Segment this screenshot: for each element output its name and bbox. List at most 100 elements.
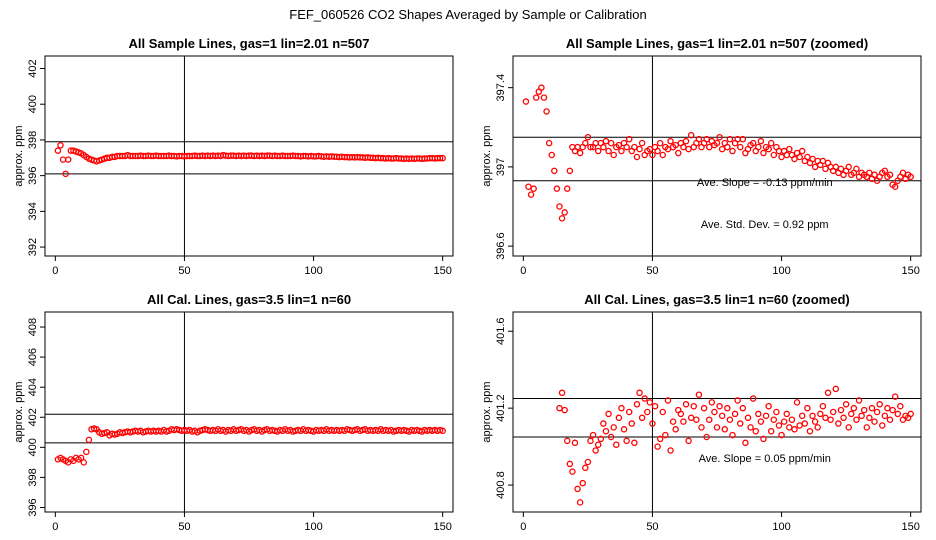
data-point [540, 94, 548, 101]
x-tick-label: 0 [520, 265, 526, 277]
data-point [891, 393, 899, 400]
data-point [889, 406, 896, 414]
data-point [85, 436, 93, 444]
data-point [747, 424, 754, 431]
data-point [734, 397, 741, 404]
y-tick-label: 402 [27, 408, 39, 426]
y-tick-label: 398 [27, 468, 39, 486]
data-point [700, 404, 708, 412]
data-point [571, 439, 579, 447]
data-point [845, 424, 852, 431]
x-tick-label: 150 [901, 265, 919, 277]
data-point [620, 426, 628, 433]
x-tick-label: 50 [178, 265, 190, 277]
data-point [618, 147, 625, 155]
y-tick-label: 404 [27, 378, 39, 396]
x-tick-label: 50 [646, 521, 658, 533]
data-point [54, 147, 62, 154]
panel-title: All Cal. Lines, gas=3.5 lin=1 n=60 (zoom… [584, 292, 850, 307]
data-point [881, 167, 889, 175]
data-point [755, 143, 762, 151]
data-point [873, 408, 881, 416]
data-point [602, 427, 610, 435]
data-point [762, 412, 770, 420]
data-point [662, 431, 669, 439]
data-point [522, 98, 530, 105]
data-point [558, 215, 566, 222]
data-point [605, 147, 612, 155]
panel-cal-lines: All Cal. Lines, gas=3.5 lin=1 n=60 0 50 100… [13, 292, 454, 533]
data-point [783, 410, 790, 418]
data-point [757, 418, 765, 425]
data-point [765, 145, 772, 153]
data-point [863, 424, 871, 431]
data-point [527, 191, 535, 198]
data-point [690, 402, 698, 410]
data-point [561, 209, 568, 216]
x-tick-label: 0 [52, 265, 58, 277]
data-point [584, 133, 592, 141]
data-point [669, 418, 677, 425]
data-point [576, 149, 584, 157]
y-tick-label: 392 [27, 238, 39, 256]
data-point [850, 404, 858, 412]
data-point [840, 414, 847, 422]
data-point [638, 139, 646, 147]
data-point [780, 418, 788, 425]
data-point [770, 416, 778, 423]
data-point [680, 418, 687, 425]
data-point [811, 418, 819, 425]
data-point [615, 414, 623, 422]
x-tick-label: 100 [304, 265, 322, 277]
data-point [633, 153, 641, 161]
y-tick-label: 396 [27, 166, 39, 184]
data-point [868, 404, 876, 412]
data-point [791, 426, 798, 433]
data-point [724, 143, 731, 151]
panel-title: All Sample Lines, gas=1 lin=2.01 n=507 (… [566, 36, 868, 51]
data-point [724, 404, 731, 412]
data-point [891, 183, 899, 190]
data-point [866, 414, 873, 422]
data-point [556, 203, 563, 210]
data-point [579, 479, 586, 487]
x-tick-label: 50 [646, 265, 658, 277]
data-point [760, 435, 767, 443]
data-point [685, 437, 692, 445]
data-point [752, 427, 759, 435]
data-point [703, 433, 710, 441]
data-point [716, 133, 723, 141]
data-point [749, 395, 757, 402]
x-tick-label: 0 [520, 521, 526, 533]
data-point [636, 145, 643, 153]
y-axis-label: approx. ppm [13, 125, 25, 186]
x-tick-label: 150 [433, 521, 451, 533]
data-point [625, 135, 633, 143]
data-point [649, 151, 656, 159]
data-point [876, 401, 883, 408]
data-point [708, 399, 716, 406]
data-point [558, 389, 566, 397]
data-point [871, 418, 878, 425]
y-tick-label: 408 [27, 318, 39, 336]
data-point [801, 420, 809, 427]
data-point [633, 401, 641, 408]
y-tick-label: 400.8 [495, 471, 507, 499]
plot-frame [512, 55, 922, 257]
data-point [767, 139, 775, 147]
data-point [659, 408, 667, 416]
data-point [83, 448, 90, 456]
panel-title: All Sample Lines, gas=1 lin=2.01 n=507 [129, 36, 370, 51]
y-tick-label: 394 [27, 202, 39, 220]
data-point [610, 151, 617, 159]
data-point [907, 173, 914, 181]
x-tick-label: 50 [178, 521, 190, 533]
data-point [886, 416, 894, 423]
data-point [638, 414, 646, 422]
data-point [736, 420, 744, 427]
data-point [829, 408, 837, 416]
data-point [605, 410, 612, 418]
data-point [855, 397, 863, 404]
data-point [613, 441, 620, 448]
data-point [439, 427, 446, 435]
